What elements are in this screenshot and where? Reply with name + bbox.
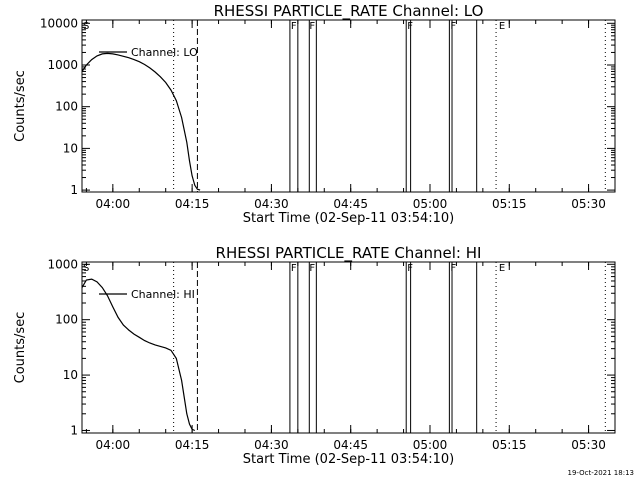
x-tick-label: 05:15: [492, 438, 527, 452]
flag-label-F: F: [450, 21, 456, 32]
flag-label-F: F: [407, 21, 413, 32]
y-tick-label: 10: [63, 141, 78, 155]
y-tick-label: 100: [55, 100, 78, 114]
x-tick-label: 04:15: [175, 197, 210, 211]
legend-label: Channel: HI: [131, 288, 195, 301]
y-axis-label: Counts/sec: [13, 70, 28, 142]
flag-label-F: F: [450, 263, 456, 274]
x-tick-label: 04:30: [254, 197, 289, 211]
chart-panel-hi: RHESSI PARTICLE_RATE Channel: HI 04:00 04:…: [13, 244, 616, 467]
flag-label-S: S: [83, 263, 89, 274]
y-tick-label: 1000: [47, 58, 78, 72]
x-tick-label: 04:45: [333, 438, 368, 452]
y-tick-label: 10000: [40, 16, 78, 30]
x-tick-label: 04:00: [96, 438, 131, 452]
chart-title: RHESSI PARTICLE_RATE Channel: HI: [216, 244, 482, 263]
plot-frame: [81, 19, 616, 193]
x-tick-label: 05:15: [492, 197, 527, 211]
chart-panel-lo: RHESSI PARTICLE_RATE Channel: LO 04:00 04:…: [13, 2, 616, 226]
x-tick-label: 04:00: [96, 197, 131, 211]
y-tick-label: 1: [70, 183, 78, 197]
x-axis-label: Start Time (02-Sep-11 03:54:10): [243, 452, 454, 467]
flag-label-F: F: [291, 21, 297, 32]
flag-label-F: F: [291, 263, 297, 274]
flag-label-F: F: [309, 21, 315, 32]
x-tick-label: 04:15: [175, 438, 210, 452]
plot-frame: [81, 261, 616, 434]
series-line: [81, 52, 201, 191]
y-tick-label: 1: [70, 423, 78, 437]
x-tick-label: 04:30: [254, 438, 289, 452]
flag-label-E: E: [499, 21, 505, 32]
x-tick-label: 05:30: [571, 438, 606, 452]
x-axis-label: Start Time (02-Sep-11 03:54:10): [243, 211, 454, 226]
x-tick-label: 04:45: [333, 197, 368, 211]
x-tick-label: 05:30: [571, 197, 606, 211]
y-tick-label: 10: [63, 368, 78, 382]
flag-label-F: F: [309, 263, 315, 274]
legend-label: Channel: LO: [131, 46, 198, 59]
chart-title: RHESSI PARTICLE_RATE Channel: LO: [214, 2, 484, 21]
y-tick-label: 100: [55, 313, 78, 327]
y-axis-label: Counts/sec: [13, 312, 28, 384]
series-line: [81, 278, 196, 432]
x-tick-label: 05:00: [413, 197, 448, 211]
footer-timestamp: 19-Oct-2021 18:13: [567, 469, 634, 477]
flag-label-F: F: [407, 263, 413, 274]
x-tick-label: 05:00: [413, 438, 448, 452]
y-tick-label: 1000: [47, 257, 78, 271]
flag-label-S: S: [83, 21, 89, 32]
flag-label-E: E: [499, 263, 505, 274]
